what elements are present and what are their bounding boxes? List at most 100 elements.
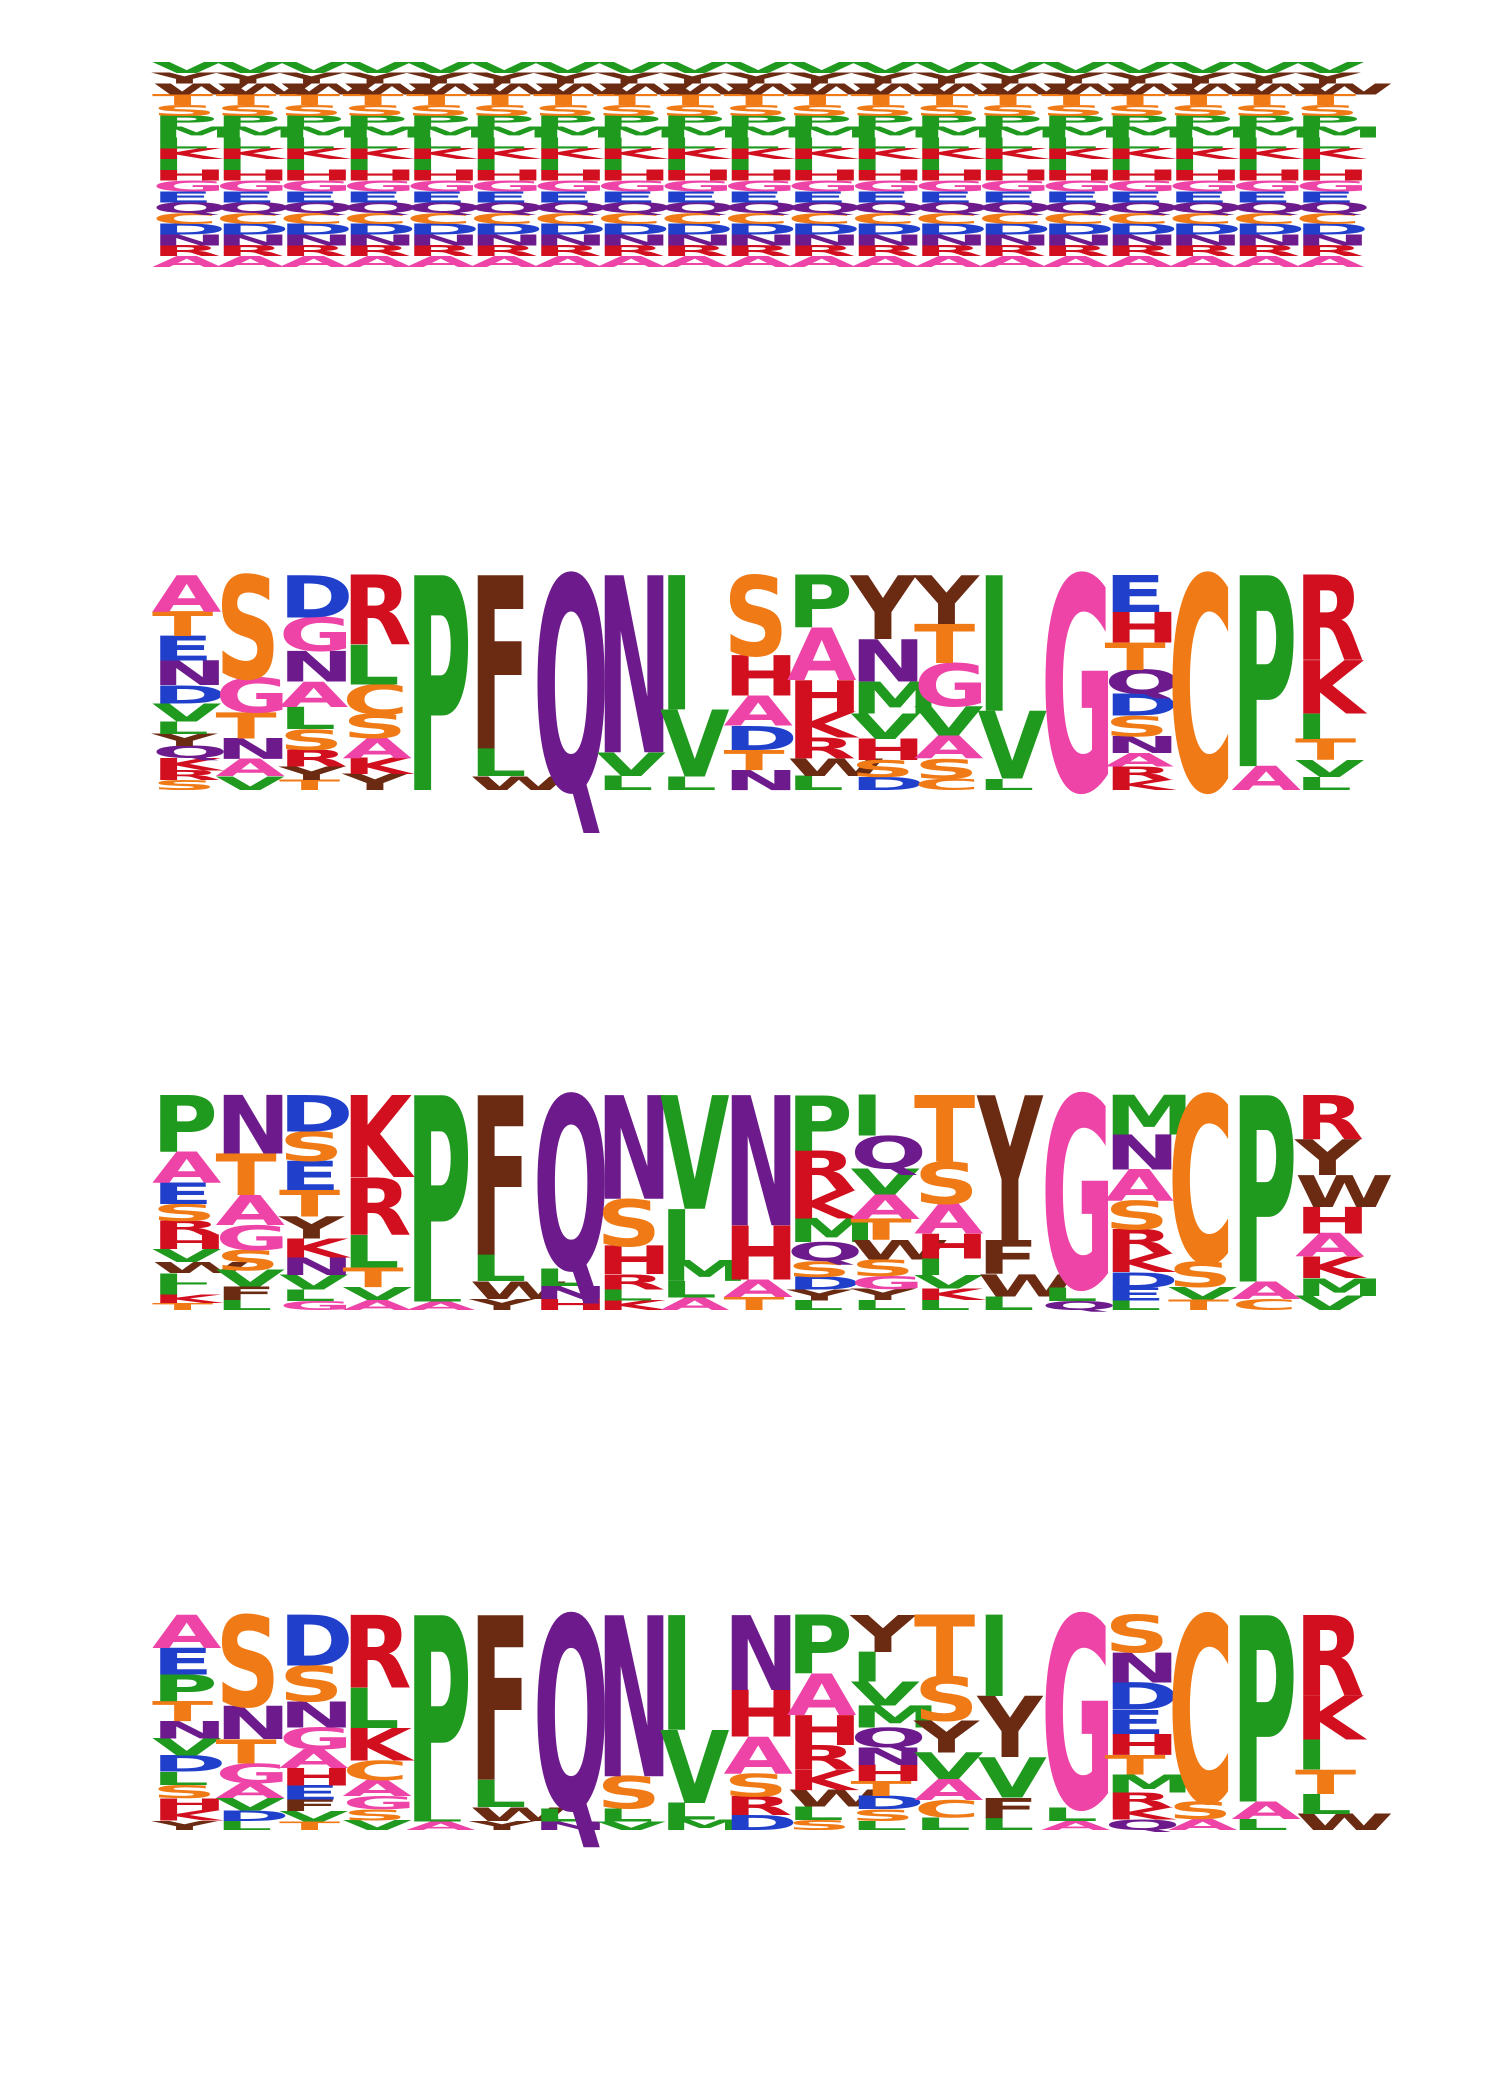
logo-letter-I: I xyxy=(978,539,1011,756)
logo-glyph: C xyxy=(1168,518,1234,860)
logo-glyph: Y xyxy=(1103,70,1171,87)
logo-glyph: M xyxy=(1232,124,1321,141)
logo-letter-L: L xyxy=(406,1285,463,1306)
logo-glyph: G xyxy=(279,1299,353,1313)
logo-glyph: Y xyxy=(278,1210,346,1245)
logo-glyph: I xyxy=(914,156,947,173)
logo-glyph: V xyxy=(660,693,729,799)
logo-glyph: R xyxy=(470,243,539,260)
logo-letter-L: L xyxy=(597,1286,654,1304)
logo-letter-I: I xyxy=(1168,156,1201,173)
logo-letter-D: D xyxy=(914,221,988,238)
logo-glyph: M xyxy=(216,124,305,141)
logo-glyph: M xyxy=(1041,124,1130,141)
logo-letter-A: A xyxy=(1041,1819,1111,1833)
logo-glyph: H xyxy=(914,167,989,184)
logo-glyph: Q xyxy=(1105,663,1181,701)
logo-letter-V: V xyxy=(914,1746,984,1788)
logo-glyph: G xyxy=(724,178,798,195)
logo-glyph: A xyxy=(914,253,984,270)
logo-letter-S: S xyxy=(343,708,408,746)
logo-letter-K: K xyxy=(1295,646,1367,731)
logo-letter-T: T xyxy=(914,614,975,676)
logo-glyph: T xyxy=(1105,92,1166,109)
logo-letter-W: W xyxy=(406,81,505,98)
logo-glyph: K xyxy=(1295,1251,1368,1285)
logo-letter-V: V xyxy=(914,698,984,745)
logo-letter-C: C xyxy=(343,210,409,227)
logo-letter-D: D xyxy=(152,221,226,238)
logo-glyph: M xyxy=(597,124,686,141)
logo-glyph: D xyxy=(914,221,988,238)
logo-glyph: K xyxy=(787,146,860,163)
logo-glyph: L xyxy=(279,1287,336,1306)
logo-glyph: V xyxy=(978,692,1048,801)
logo-glyph: G xyxy=(406,178,480,195)
logo-glyph: G xyxy=(216,1758,290,1789)
logo-glyph: A xyxy=(216,1779,286,1803)
logo-glyph: C xyxy=(1168,210,1234,227)
logo-letter-C: C xyxy=(1105,210,1171,227)
logo-letter-S: S xyxy=(216,547,281,712)
logo-glyph: T xyxy=(851,1777,912,1800)
logo-glyph: P xyxy=(1041,113,1107,130)
logo-glyph: N xyxy=(724,232,799,249)
logo-glyph: S xyxy=(279,102,344,119)
logo-letter-N: N xyxy=(1041,232,1116,249)
logo-letter-W: W xyxy=(152,1259,251,1277)
logo-glyph: N xyxy=(216,232,291,249)
logo-glyph: K xyxy=(152,1807,225,1824)
logo-glyph: L xyxy=(152,135,209,152)
logo-glyph: H xyxy=(279,1764,354,1791)
logo-letter-M: M xyxy=(660,1817,749,1834)
logo-glyph: D xyxy=(343,221,417,238)
logo-glyph: R xyxy=(1295,1084,1364,1155)
logo-glyph: N xyxy=(914,232,989,249)
logo-glyph: R xyxy=(406,243,475,260)
logo-glyph: S xyxy=(914,754,979,785)
logo-letter-Y: Y xyxy=(976,70,1044,87)
logo-letter-A: A xyxy=(597,253,667,270)
logo-glyph: W xyxy=(470,773,569,795)
logo-glyph: P xyxy=(406,113,472,130)
logo-glyph: N xyxy=(1232,232,1307,249)
logo-letter-K: K xyxy=(343,1073,415,1203)
logo-glyph: L xyxy=(152,719,209,738)
logo-glyph: S xyxy=(597,1186,662,1261)
logo-letter-P: P xyxy=(406,1042,472,1351)
logo-glyph: N xyxy=(343,232,418,249)
logo-letter-D: D xyxy=(851,774,925,794)
logo-letter-R: R xyxy=(724,1791,793,1821)
logo-letter-R: R xyxy=(1295,1084,1364,1155)
logo-glyph: T xyxy=(216,1732,277,1771)
logo-glyph: C xyxy=(1295,210,1361,227)
logo-glyph: N xyxy=(724,1061,799,1268)
logo-glyph: Y xyxy=(1230,70,1298,87)
logo-glyph: S xyxy=(1041,102,1106,119)
logo-letter-G: G xyxy=(851,178,925,195)
logo-glyph: T xyxy=(1295,92,1356,109)
logo-letter-K: K xyxy=(343,754,416,779)
logo-glyph: H xyxy=(1168,167,1243,184)
logo-letter-D: D xyxy=(279,1086,353,1144)
logo-letter-K: K xyxy=(279,1233,352,1263)
logo-glyph: L xyxy=(660,135,717,152)
logo-letter-N: N xyxy=(152,654,227,693)
logo-glyph: R xyxy=(1295,243,1364,260)
logo-letter-T: T xyxy=(1295,92,1356,109)
logo-letter-T: T xyxy=(152,92,213,109)
logo-letter-L: L xyxy=(152,1270,209,1288)
logo-letter-A: A xyxy=(914,729,983,767)
logo-glyph: T xyxy=(1232,92,1293,109)
logo-letter-T: T xyxy=(724,92,785,109)
logo-glyph: L xyxy=(216,1297,273,1313)
logo-glyph: S xyxy=(851,102,916,119)
logo-letter-Y: Y xyxy=(1040,70,1108,87)
logo-letter-R: R xyxy=(787,243,856,260)
logo-glyph: D xyxy=(152,1752,226,1777)
logo-letter-H: H xyxy=(851,733,926,767)
logo-glyph: K xyxy=(216,146,289,163)
logo-letter-Y: Y xyxy=(341,770,408,795)
logo-letter-M: M xyxy=(914,124,1003,141)
logo-glyph: R xyxy=(1041,243,1110,260)
